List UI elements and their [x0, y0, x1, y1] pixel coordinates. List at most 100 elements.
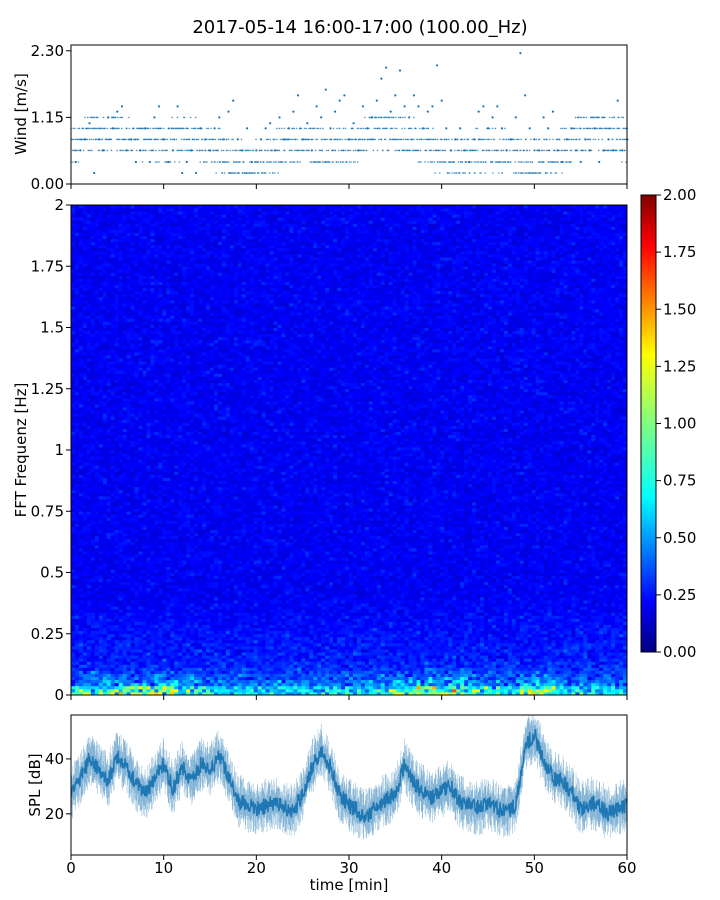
wind-point	[530, 161, 532, 163]
spectrogram-cell	[119, 285, 123, 288]
spectrogram-cell	[142, 634, 146, 637]
spectrogram-cell	[135, 643, 139, 646]
spectrogram-cell	[111, 422, 115, 425]
wind-point	[577, 117, 579, 119]
spectrogram-cell	[83, 588, 87, 591]
spectrogram-cell	[111, 432, 115, 435]
spectrogram-cell	[135, 392, 139, 395]
spectrogram-cell	[123, 471, 127, 474]
spectrogram-cell	[71, 471, 75, 474]
wind-points	[70, 52, 629, 174]
spectrogram-cell	[103, 484, 107, 487]
wind-point	[167, 139, 169, 141]
spectrogram-cell	[71, 576, 75, 579]
spectrogram-cell	[142, 291, 146, 294]
spectrogram-cell	[139, 435, 143, 438]
spectrogram-cell	[91, 542, 95, 545]
spectrogram-cell	[83, 585, 87, 588]
spectrogram-cell	[135, 603, 139, 606]
wind-point	[612, 117, 614, 119]
spectrogram-cell	[103, 205, 107, 208]
spectrogram-cell	[79, 471, 83, 474]
spectrogram-cell	[75, 487, 79, 490]
spectrogram-cell	[87, 542, 91, 545]
wind-point	[552, 139, 554, 141]
spectrogram-cell	[87, 527, 91, 530]
spectrogram-cell	[127, 321, 131, 324]
wind-point	[275, 161, 277, 163]
spectrogram-cell	[87, 318, 91, 321]
spectrogram-cell	[139, 300, 143, 303]
spectrogram-cell	[79, 628, 83, 631]
spectrogram-cell	[111, 548, 115, 551]
wind-point	[401, 139, 403, 141]
spectrogram-cell	[142, 594, 146, 597]
spectrogram-cell	[99, 524, 103, 527]
spectrogram-cell	[71, 331, 75, 334]
wind-point	[375, 128, 377, 130]
wind-point	[142, 161, 144, 163]
spectrogram-cell	[119, 254, 123, 257]
spectrogram-cell	[79, 462, 83, 465]
spectrogram-cell	[142, 444, 146, 447]
spectrogram-cell	[119, 239, 123, 242]
wind-point	[371, 117, 373, 119]
spectrogram-cell	[87, 410, 91, 413]
spectrogram-cell	[71, 456, 75, 459]
spectrogram-cell	[99, 481, 103, 484]
spectrogram-cell	[135, 505, 139, 508]
wind-point	[403, 150, 405, 152]
spectrogram-cell	[79, 370, 83, 373]
spectrogram-cell	[103, 579, 107, 582]
wind-point	[546, 139, 548, 141]
spectrogram-cell	[131, 438, 135, 441]
wind-point	[427, 161, 429, 163]
spectrogram-cell	[99, 484, 103, 487]
spectrogram-cell	[127, 548, 131, 551]
spectrogram-cell	[123, 542, 127, 545]
wind-point	[550, 161, 552, 163]
spectrogram-cell	[95, 496, 99, 499]
spectrogram-cell	[135, 254, 139, 257]
spectrogram-cell	[95, 230, 99, 233]
spectrogram-cell	[71, 671, 75, 674]
spectrogram-cell	[142, 407, 146, 410]
spectrogram-cell	[95, 318, 99, 321]
spectrogram-cell	[75, 465, 79, 468]
wind-point	[560, 161, 562, 163]
spectrogram-cell	[71, 367, 75, 370]
spectrogram-cell	[131, 667, 135, 670]
wind-point	[101, 128, 103, 130]
spectrogram-cell	[131, 487, 135, 490]
spectrogram-cell	[142, 312, 146, 315]
spectrogram-cell	[142, 205, 146, 208]
spectrogram-cell	[119, 674, 123, 677]
spectrogram-cell	[103, 496, 107, 499]
spectrogram-cell	[127, 542, 131, 545]
spectrogram-cell	[139, 386, 143, 389]
wind-point	[579, 139, 581, 141]
spectrogram-cell	[127, 628, 131, 631]
spectrogram-cell	[79, 297, 83, 300]
spectrogram-cell	[103, 674, 107, 677]
spectrogram-cell	[119, 487, 123, 490]
spectrogram-cell	[91, 346, 95, 349]
spectrogram-cell	[139, 248, 143, 251]
spectrogram-cell	[79, 318, 83, 321]
spectrogram-cell	[135, 677, 139, 680]
wind-point	[284, 150, 286, 152]
spectrogram-cell	[99, 566, 103, 569]
spectrogram-cell	[99, 251, 103, 254]
spectrogram-cell	[71, 419, 75, 422]
spectrogram-cell	[99, 398, 103, 401]
spectrogram-cell	[150, 364, 154, 367]
spectrogram-cell	[107, 352, 111, 355]
spectrogram-cell	[107, 285, 111, 288]
wind-point	[295, 139, 297, 141]
spectrogram-cell	[111, 392, 115, 395]
spectrogram-cell	[146, 478, 150, 481]
spectrogram-cell	[135, 447, 139, 450]
spectrogram-cell	[75, 588, 79, 591]
spectrogram-cell	[115, 285, 119, 288]
spectrogram-cell	[127, 536, 131, 539]
